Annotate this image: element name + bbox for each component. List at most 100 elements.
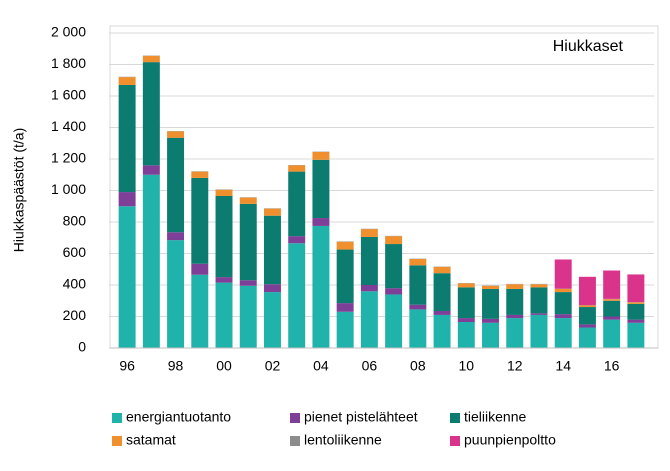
bar-segment bbox=[312, 160, 329, 218]
bar-segment bbox=[361, 229, 378, 237]
legend-swatch bbox=[290, 413, 300, 423]
bar-segment bbox=[312, 152, 329, 160]
bar-segment bbox=[458, 322, 475, 348]
bar-segment bbox=[627, 274, 644, 302]
bar-segment bbox=[288, 236, 305, 243]
x-tick-label: 00 bbox=[216, 358, 232, 374]
bar-segment bbox=[361, 237, 378, 285]
bar-segment bbox=[312, 218, 329, 226]
bar-segment bbox=[264, 209, 281, 216]
bar-segment bbox=[216, 277, 233, 283]
bar-segment bbox=[240, 280, 257, 286]
bar-segment bbox=[603, 271, 620, 299]
bar-segment bbox=[579, 324, 596, 327]
bar-segment bbox=[603, 301, 620, 317]
bar-segment bbox=[482, 289, 499, 319]
bar-segment bbox=[627, 323, 644, 348]
legend-swatch bbox=[112, 436, 122, 446]
bar-segment bbox=[627, 304, 644, 320]
bar-segment bbox=[555, 259, 572, 288]
bar-segment bbox=[191, 264, 208, 275]
x-tick-label: 04 bbox=[313, 358, 329, 374]
bar-segment bbox=[555, 289, 572, 292]
bar-segment bbox=[603, 299, 620, 301]
bar-segment bbox=[191, 172, 208, 178]
y-tick-label: 1 000 bbox=[51, 181, 86, 197]
y-tick-label: 0 bbox=[78, 339, 86, 355]
bar-segment bbox=[167, 131, 184, 137]
bar-segment bbox=[264, 284, 281, 292]
bar-segment bbox=[167, 138, 184, 233]
bar-segment bbox=[385, 294, 402, 348]
y-tick-label: 1 400 bbox=[51, 118, 86, 134]
y-tick-label: 600 bbox=[63, 244, 87, 260]
y-tick-label: 2 000 bbox=[51, 24, 86, 40]
x-tick-label: 10 bbox=[459, 358, 475, 374]
bar-segment bbox=[458, 318, 475, 322]
bar-segment bbox=[312, 226, 329, 348]
bar-segment bbox=[627, 320, 644, 323]
bar-segment bbox=[434, 311, 451, 315]
bar-segment bbox=[506, 318, 523, 348]
bar-segment bbox=[216, 196, 233, 277]
legend-swatch bbox=[450, 413, 460, 423]
bar-segment bbox=[264, 292, 281, 348]
bar-segment bbox=[434, 273, 451, 311]
bar-segment bbox=[337, 242, 354, 250]
bar-segment bbox=[288, 172, 305, 237]
bar-segment bbox=[385, 288, 402, 294]
bar-segment bbox=[409, 265, 426, 304]
bar-segment bbox=[167, 232, 184, 240]
bar-segment bbox=[409, 309, 426, 348]
bar-segment bbox=[385, 244, 402, 288]
bar-segment bbox=[337, 312, 354, 348]
bar-segment bbox=[119, 192, 136, 206]
bar-segment bbox=[482, 319, 499, 323]
bar-segment bbox=[458, 283, 475, 287]
bar-segment bbox=[385, 236, 402, 244]
bar-segment bbox=[555, 314, 572, 318]
legend-label: pienet pistelähteet bbox=[304, 409, 418, 425]
bar-segment bbox=[530, 287, 547, 313]
bar-segment bbox=[627, 302, 644, 304]
bar-segment bbox=[191, 275, 208, 348]
bar-segment bbox=[143, 175, 160, 348]
bar-segment bbox=[337, 250, 354, 304]
y-tick-label: 1 600 bbox=[51, 87, 86, 103]
y-tick-label: 800 bbox=[63, 213, 87, 229]
bar-segment bbox=[143, 62, 160, 165]
legend-swatch bbox=[450, 436, 460, 446]
bar-segment bbox=[482, 286, 499, 289]
bar-segment bbox=[264, 216, 281, 285]
legend-label: energiantuotanto bbox=[126, 409, 231, 425]
y-tick-label: 400 bbox=[63, 276, 87, 292]
bar-segment bbox=[603, 317, 620, 320]
bar-segment bbox=[434, 267, 451, 273]
bar-segment bbox=[119, 85, 136, 192]
bar-segment bbox=[288, 165, 305, 171]
bar-segment bbox=[506, 284, 523, 289]
bar-segment bbox=[361, 291, 378, 348]
bar-segment bbox=[530, 313, 547, 315]
legend-label: satamat bbox=[126, 432, 176, 448]
legend-swatch bbox=[112, 413, 122, 423]
bar-segment bbox=[240, 198, 257, 204]
bar-segment bbox=[555, 318, 572, 348]
bar-segment bbox=[119, 77, 136, 85]
bar-segment bbox=[167, 240, 184, 348]
bar-segment bbox=[143, 165, 160, 174]
x-tick-label: 12 bbox=[507, 358, 523, 374]
bar-segment bbox=[579, 307, 596, 324]
bar-segment bbox=[579, 277, 596, 305]
bar-segment bbox=[240, 286, 257, 348]
bar-segment bbox=[579, 305, 596, 307]
bar-segment bbox=[482, 323, 499, 348]
bar-segment bbox=[361, 285, 378, 291]
bar-segment bbox=[603, 320, 620, 348]
x-tick-label: 14 bbox=[555, 358, 571, 374]
x-tick-label: 08 bbox=[410, 358, 426, 374]
bar-segment bbox=[143, 56, 160, 62]
bar-segment bbox=[337, 303, 354, 312]
bar-segment bbox=[409, 305, 426, 310]
